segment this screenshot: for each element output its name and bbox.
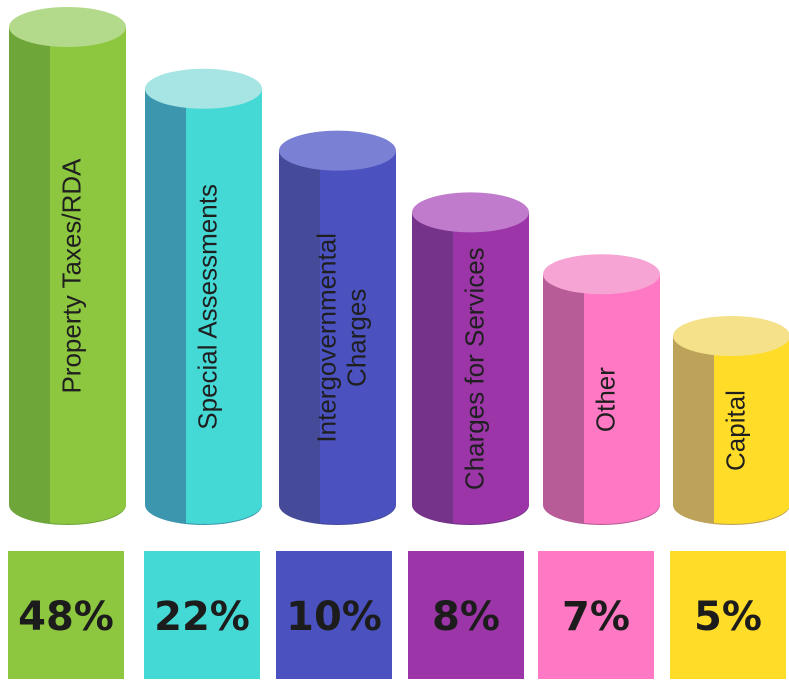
cylinder-top	[9, 7, 126, 47]
category-label: Charges for Services	[460, 247, 490, 490]
value-box-bg	[8, 551, 124, 679]
category-label: Special Assessments	[193, 184, 223, 430]
cylinder-bar-0: Property Taxes/RDA	[9, 7, 126, 525]
cylinder-front	[714, 336, 789, 524]
cylinder-bar-5: Capital	[673, 316, 789, 525]
value-box-bg	[276, 551, 392, 679]
value-box-4: 7%	[538, 551, 654, 679]
cylinder-front	[453, 212, 529, 524]
cylinder-bar-1: Special Assessments	[145, 68, 262, 526]
value-box-5: 5%	[670, 551, 786, 679]
cylinder-front	[186, 88, 262, 524]
value-label: 48%	[18, 594, 114, 640]
value-box-3: 8%	[408, 551, 524, 679]
value-label: 7%	[562, 594, 630, 640]
cylinder-top	[673, 316, 789, 356]
value-box-bg	[144, 551, 260, 679]
cylinder-front	[320, 150, 396, 524]
cylinder-front	[50, 27, 126, 524]
value-box-2: 10%	[276, 551, 392, 679]
value-label: 8%	[432, 594, 500, 640]
value-label: 22%	[154, 594, 250, 640]
value-label: 10%	[286, 594, 382, 640]
category-label: Capital	[721, 390, 751, 471]
category-label: Other	[591, 367, 621, 432]
cylinder-bar-2: IntergovernmentalCharges	[279, 130, 396, 525]
value-box-bg	[538, 551, 654, 679]
category-label: IntergovernmentalCharges	[312, 233, 372, 443]
cylinder-bar-3: Charges for Services	[412, 192, 529, 525]
cylinder-front	[584, 274, 660, 524]
value-box-bg	[670, 551, 786, 679]
value-box-0: 48%	[8, 551, 124, 679]
value-box-bg	[408, 551, 524, 679]
cylinder-top	[543, 254, 660, 295]
category-label: Property Taxes/RDA	[57, 158, 87, 394]
cylinder-top	[279, 130, 396, 171]
cylinder-bar-4: Other	[543, 254, 660, 525]
value-label: 5%	[694, 594, 762, 640]
cylinder-top	[412, 192, 529, 233]
cylinder-top	[145, 68, 262, 109]
value-box-1: 22%	[144, 551, 260, 679]
